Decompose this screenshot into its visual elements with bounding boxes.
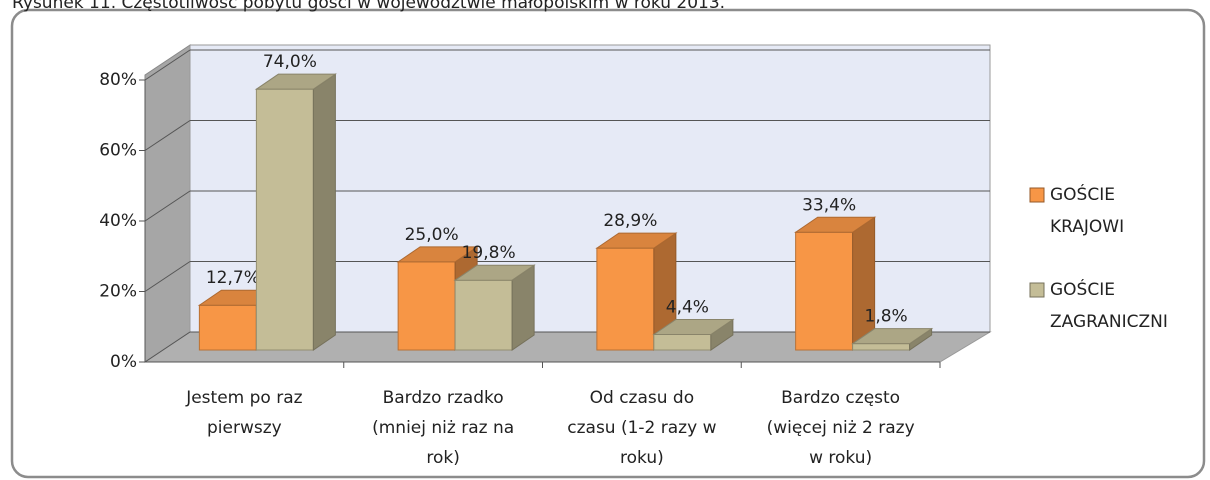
- legend-label: GOŚCIE KRAJOWI: [1050, 183, 1124, 237]
- bar-top: [794, 216, 877, 233]
- grid-line-side: [144, 120, 191, 151]
- value-label: 33,4%: [802, 195, 856, 215]
- y-tick-label: 40%: [99, 211, 137, 231]
- bar: [652, 318, 735, 351]
- value-label: 28,9%: [603, 211, 657, 231]
- bar-top: [851, 328, 934, 345]
- bar: [254, 73, 337, 351]
- bar-top: [595, 232, 678, 249]
- bar: [453, 264, 536, 351]
- bar-top: [453, 264, 536, 281]
- bar-front: [255, 88, 314, 351]
- legend-swatch: [1029, 187, 1045, 203]
- value-label: 74,0%: [263, 52, 317, 72]
- y-tick-label: 60%: [99, 141, 137, 161]
- bar: [794, 216, 877, 351]
- bar-front: [795, 231, 854, 351]
- value-label: 1,8%: [865, 307, 908, 327]
- side-wall: [144, 44, 191, 363]
- x-tick-label: Od czasu do czasu (1-2 razy w roku): [567, 388, 716, 468]
- legend-label: GOŚCIE ZAGRANICZNI: [1050, 278, 1168, 332]
- value-label: 4,4%: [666, 297, 709, 317]
- grid-line-side: [144, 190, 191, 222]
- x-tick-label: Jestem po raz pierwszy: [185, 388, 302, 438]
- bar-top: [254, 73, 337, 90]
- bar-side: [852, 216, 876, 351]
- value-label: 25,0%: [405, 225, 459, 245]
- bar-front: [454, 279, 513, 351]
- bar-top: [396, 246, 479, 263]
- bar-front: [852, 343, 911, 351]
- bar: [595, 232, 678, 351]
- grid-line-side: [144, 49, 191, 81]
- grid-line-side: [144, 261, 191, 292]
- chart-title: Rysunek 11. Częstotliwość pobytu gości w…: [12, 0, 725, 13]
- value-label: 19,8%: [462, 243, 516, 263]
- y-tick-label: 80%: [99, 70, 137, 90]
- x-tick-label: Bardzo często (więcej niż 2 razy w roku): [767, 388, 915, 468]
- y-tick-label: 0%: [110, 352, 137, 372]
- bar-side: [312, 73, 336, 351]
- bar-front: [397, 261, 456, 351]
- value-label: 12,7%: [206, 268, 260, 288]
- bar-top: [652, 318, 735, 335]
- legend-swatch: [1029, 282, 1045, 298]
- bar-front: [596, 247, 655, 351]
- bar: [851, 327, 934, 351]
- y-tick-label: 20%: [99, 282, 137, 302]
- x-tick-label: Bardzo rzadko (mniej niż raz na rok): [372, 388, 514, 468]
- grid-line-side: [144, 331, 191, 363]
- bar-front: [198, 304, 257, 351]
- bar-front: [653, 333, 712, 351]
